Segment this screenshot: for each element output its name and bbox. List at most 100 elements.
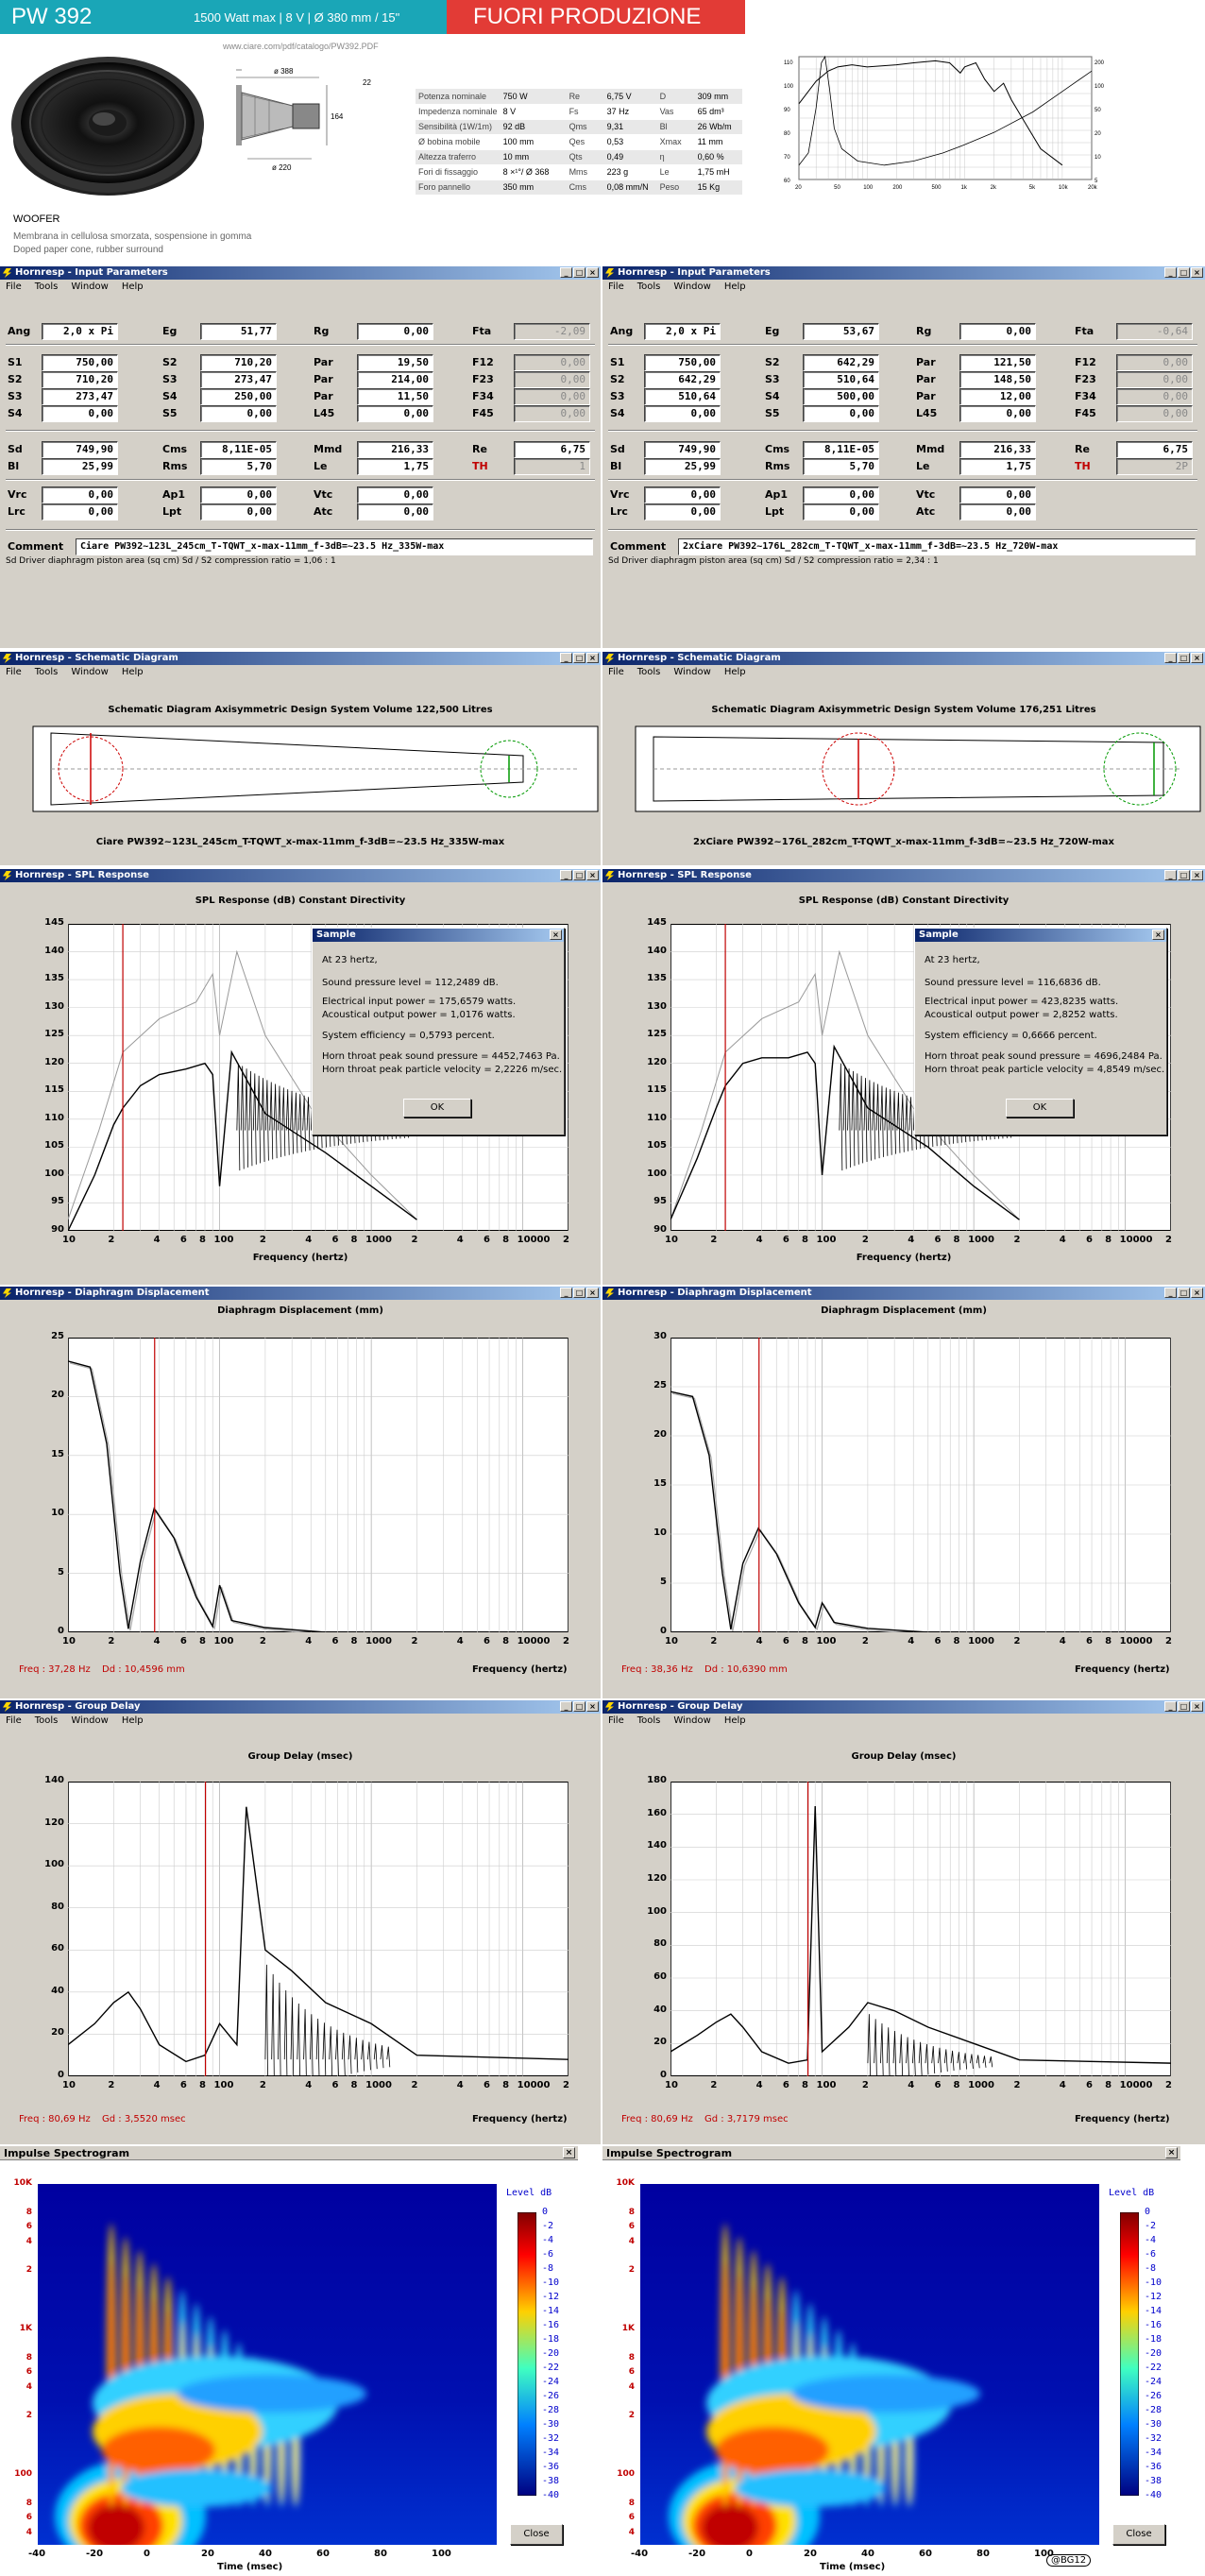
maximize-button[interactable]: □ (573, 870, 586, 880)
field-s3a[interactable]: 273,47 (200, 371, 277, 388)
menu-file[interactable]: File (608, 281, 624, 292)
field-s2a[interactable]: 642,29 (803, 354, 879, 371)
input-params-titlebar[interactable]: Hornresp - Input Parameters _ □ × (602, 266, 1205, 280)
field-s1[interactable]: 750,00 (644, 354, 721, 371)
field-par2[interactable]: 148,50 (959, 371, 1036, 388)
menu-file[interactable]: File (608, 667, 624, 677)
field-th[interactable]: 2P (1116, 458, 1193, 475)
menu-tools[interactable]: Tools (34, 281, 59, 292)
field-fta[interactable]: -0,64 (1116, 323, 1193, 340)
field-bl[interactable]: 25,99 (42, 458, 118, 475)
menu-file[interactable]: File (6, 281, 22, 292)
field-f23[interactable]: 0,00 (514, 371, 590, 388)
field-f45[interactable]: 0,00 (514, 405, 590, 422)
maximize-button[interactable]: □ (573, 653, 586, 663)
close-button[interactable]: × (1191, 1288, 1203, 1298)
maximize-button[interactable]: □ (1178, 653, 1190, 663)
minimize-button[interactable]: _ (1164, 653, 1177, 663)
field-lpt[interactable]: 0,00 (200, 503, 277, 520)
minimize-button[interactable]: _ (1164, 1288, 1177, 1298)
menu-file[interactable]: File (608, 1715, 624, 1726)
close-button[interactable]: × (1191, 870, 1203, 880)
field-par3[interactable]: 11,50 (357, 388, 433, 405)
field-s4b[interactable]: 0,00 (42, 405, 118, 422)
comment-field[interactable]: Ciare PW392~123L_245cm_T-TQWT_x-max-11mm… (76, 538, 593, 555)
input-params-titlebar[interactable]: Hornresp - Input Parameters _ □ × (0, 266, 601, 280)
close-button[interactable]: × (586, 1288, 599, 1298)
maximize-button[interactable]: □ (1178, 1701, 1190, 1712)
maximize-button[interactable]: □ (1178, 267, 1190, 278)
field-ang[interactable]: 2,0 x Pi (644, 323, 721, 340)
close-button[interactable]: Close (1112, 2524, 1165, 2545)
menu-window[interactable]: Window (673, 1715, 711, 1726)
field-s2a[interactable]: 710,20 (200, 354, 277, 371)
menu-window[interactable]: Window (673, 667, 711, 677)
field-fta[interactable]: -2,09 (514, 323, 590, 340)
maximize-button[interactable]: □ (573, 1701, 586, 1712)
close-button[interactable]: × (1191, 267, 1203, 278)
minimize-button[interactable]: _ (1164, 267, 1177, 278)
field-par1[interactable]: 121,50 (959, 354, 1036, 371)
field-rg[interactable]: 0,00 (959, 323, 1036, 340)
field-cms[interactable]: 8,11E-05 (200, 441, 277, 458)
field-re[interactable]: 6,75 (514, 441, 590, 458)
field-atc[interactable]: 0,00 (959, 503, 1036, 520)
field-par3[interactable]: 12,00 (959, 388, 1036, 405)
field-s2b[interactable]: 710,20 (42, 371, 118, 388)
field-bl[interactable]: 25,99 (644, 458, 721, 475)
field-s3a[interactable]: 510,64 (803, 371, 879, 388)
menu-window[interactable]: Window (71, 281, 109, 292)
field-f34[interactable]: 0,00 (514, 388, 590, 405)
close-button[interactable]: × (586, 1701, 599, 1712)
field-s5[interactable]: 0,00 (803, 405, 879, 422)
close-icon[interactable]: × (1165, 2147, 1178, 2158)
field-par1[interactable]: 19,50 (357, 354, 433, 371)
field-lpt[interactable]: 0,00 (803, 503, 879, 520)
close-button[interactable]: × (1191, 1701, 1203, 1712)
spectrogram-titlebar[interactable]: Impulse Spectrogram × (0, 2146, 578, 2160)
minimize-button[interactable]: _ (560, 870, 572, 880)
dialog-titlebar[interactable]: Sample × (313, 929, 564, 942)
dialog-titlebar[interactable]: Sample × (915, 929, 1166, 942)
field-s1[interactable]: 750,00 (42, 354, 118, 371)
field-ap1[interactable]: 0,00 (200, 486, 277, 503)
group-delay-titlebar[interactable]: Hornresp - Group Delay _ □ × (602, 1700, 1205, 1714)
menu-window[interactable]: Window (71, 667, 109, 677)
maximize-button[interactable]: □ (573, 267, 586, 278)
field-le[interactable]: 1,75 (959, 458, 1036, 475)
group-delay-titlebar[interactable]: Hornresp - Group Delay _ □ × (0, 1700, 601, 1714)
menu-tools[interactable]: Tools (34, 667, 59, 677)
dialog-close-icon[interactable]: × (550, 930, 562, 940)
displacement-titlebar[interactable]: Hornresp - Diaphragm Displacement _ □ × (0, 1287, 601, 1300)
field-s3b[interactable]: 510,64 (644, 388, 721, 405)
menu-help[interactable]: Help (121, 667, 144, 677)
close-icon[interactable]: × (563, 2147, 575, 2158)
menu-file[interactable]: File (6, 1715, 22, 1726)
field-vrc[interactable]: 0,00 (42, 486, 118, 503)
field-f45[interactable]: 0,00 (1116, 405, 1193, 422)
field-sd[interactable]: 749,90 (644, 441, 721, 458)
maximize-button[interactable]: □ (1178, 870, 1190, 880)
comment-field[interactable]: 2xCiare PW392~176L_282cm_T-TQWT_x-max-11… (678, 538, 1196, 555)
close-button[interactable]: × (1191, 653, 1203, 663)
field-s4a[interactable]: 250,00 (200, 388, 277, 405)
field-f34[interactable]: 0,00 (1116, 388, 1193, 405)
field-f12[interactable]: 0,00 (1116, 354, 1193, 371)
menu-help[interactable]: Help (723, 667, 746, 677)
menu-help[interactable]: Help (723, 1715, 746, 1726)
field-ang[interactable]: 2,0 x Pi (42, 323, 118, 340)
menu-help[interactable]: Help (121, 1715, 144, 1726)
schematic-titlebar[interactable]: Hornresp - Schematic Diagram _ □ × (602, 652, 1205, 665)
minimize-button[interactable]: _ (1164, 1701, 1177, 1712)
spectrogram-titlebar[interactable]: Impulse Spectrogram × (602, 2146, 1180, 2160)
close-button[interactable]: Close (510, 2524, 563, 2545)
field-mmd[interactable]: 216,33 (357, 441, 433, 458)
field-vtc[interactable]: 0,00 (357, 486, 433, 503)
field-l45[interactable]: 0,00 (357, 405, 433, 422)
minimize-button[interactable]: _ (1164, 870, 1177, 880)
menu-tools[interactable]: Tools (34, 1715, 59, 1726)
field-par2[interactable]: 214,00 (357, 371, 433, 388)
field-sd[interactable]: 749,90 (42, 441, 118, 458)
field-f12[interactable]: 0,00 (514, 354, 590, 371)
field-th[interactable]: 1 (514, 458, 590, 475)
